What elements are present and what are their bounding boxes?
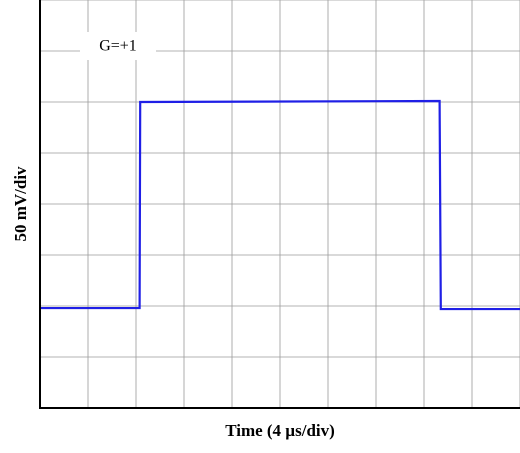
x-axis-label: Time (4 µs/div) [225,421,335,440]
y-axis-label: 50 mV/div [11,166,30,242]
annotation: G=+1 [99,38,137,55]
signal-trace [40,99,520,311]
annotation-box [80,32,156,60]
